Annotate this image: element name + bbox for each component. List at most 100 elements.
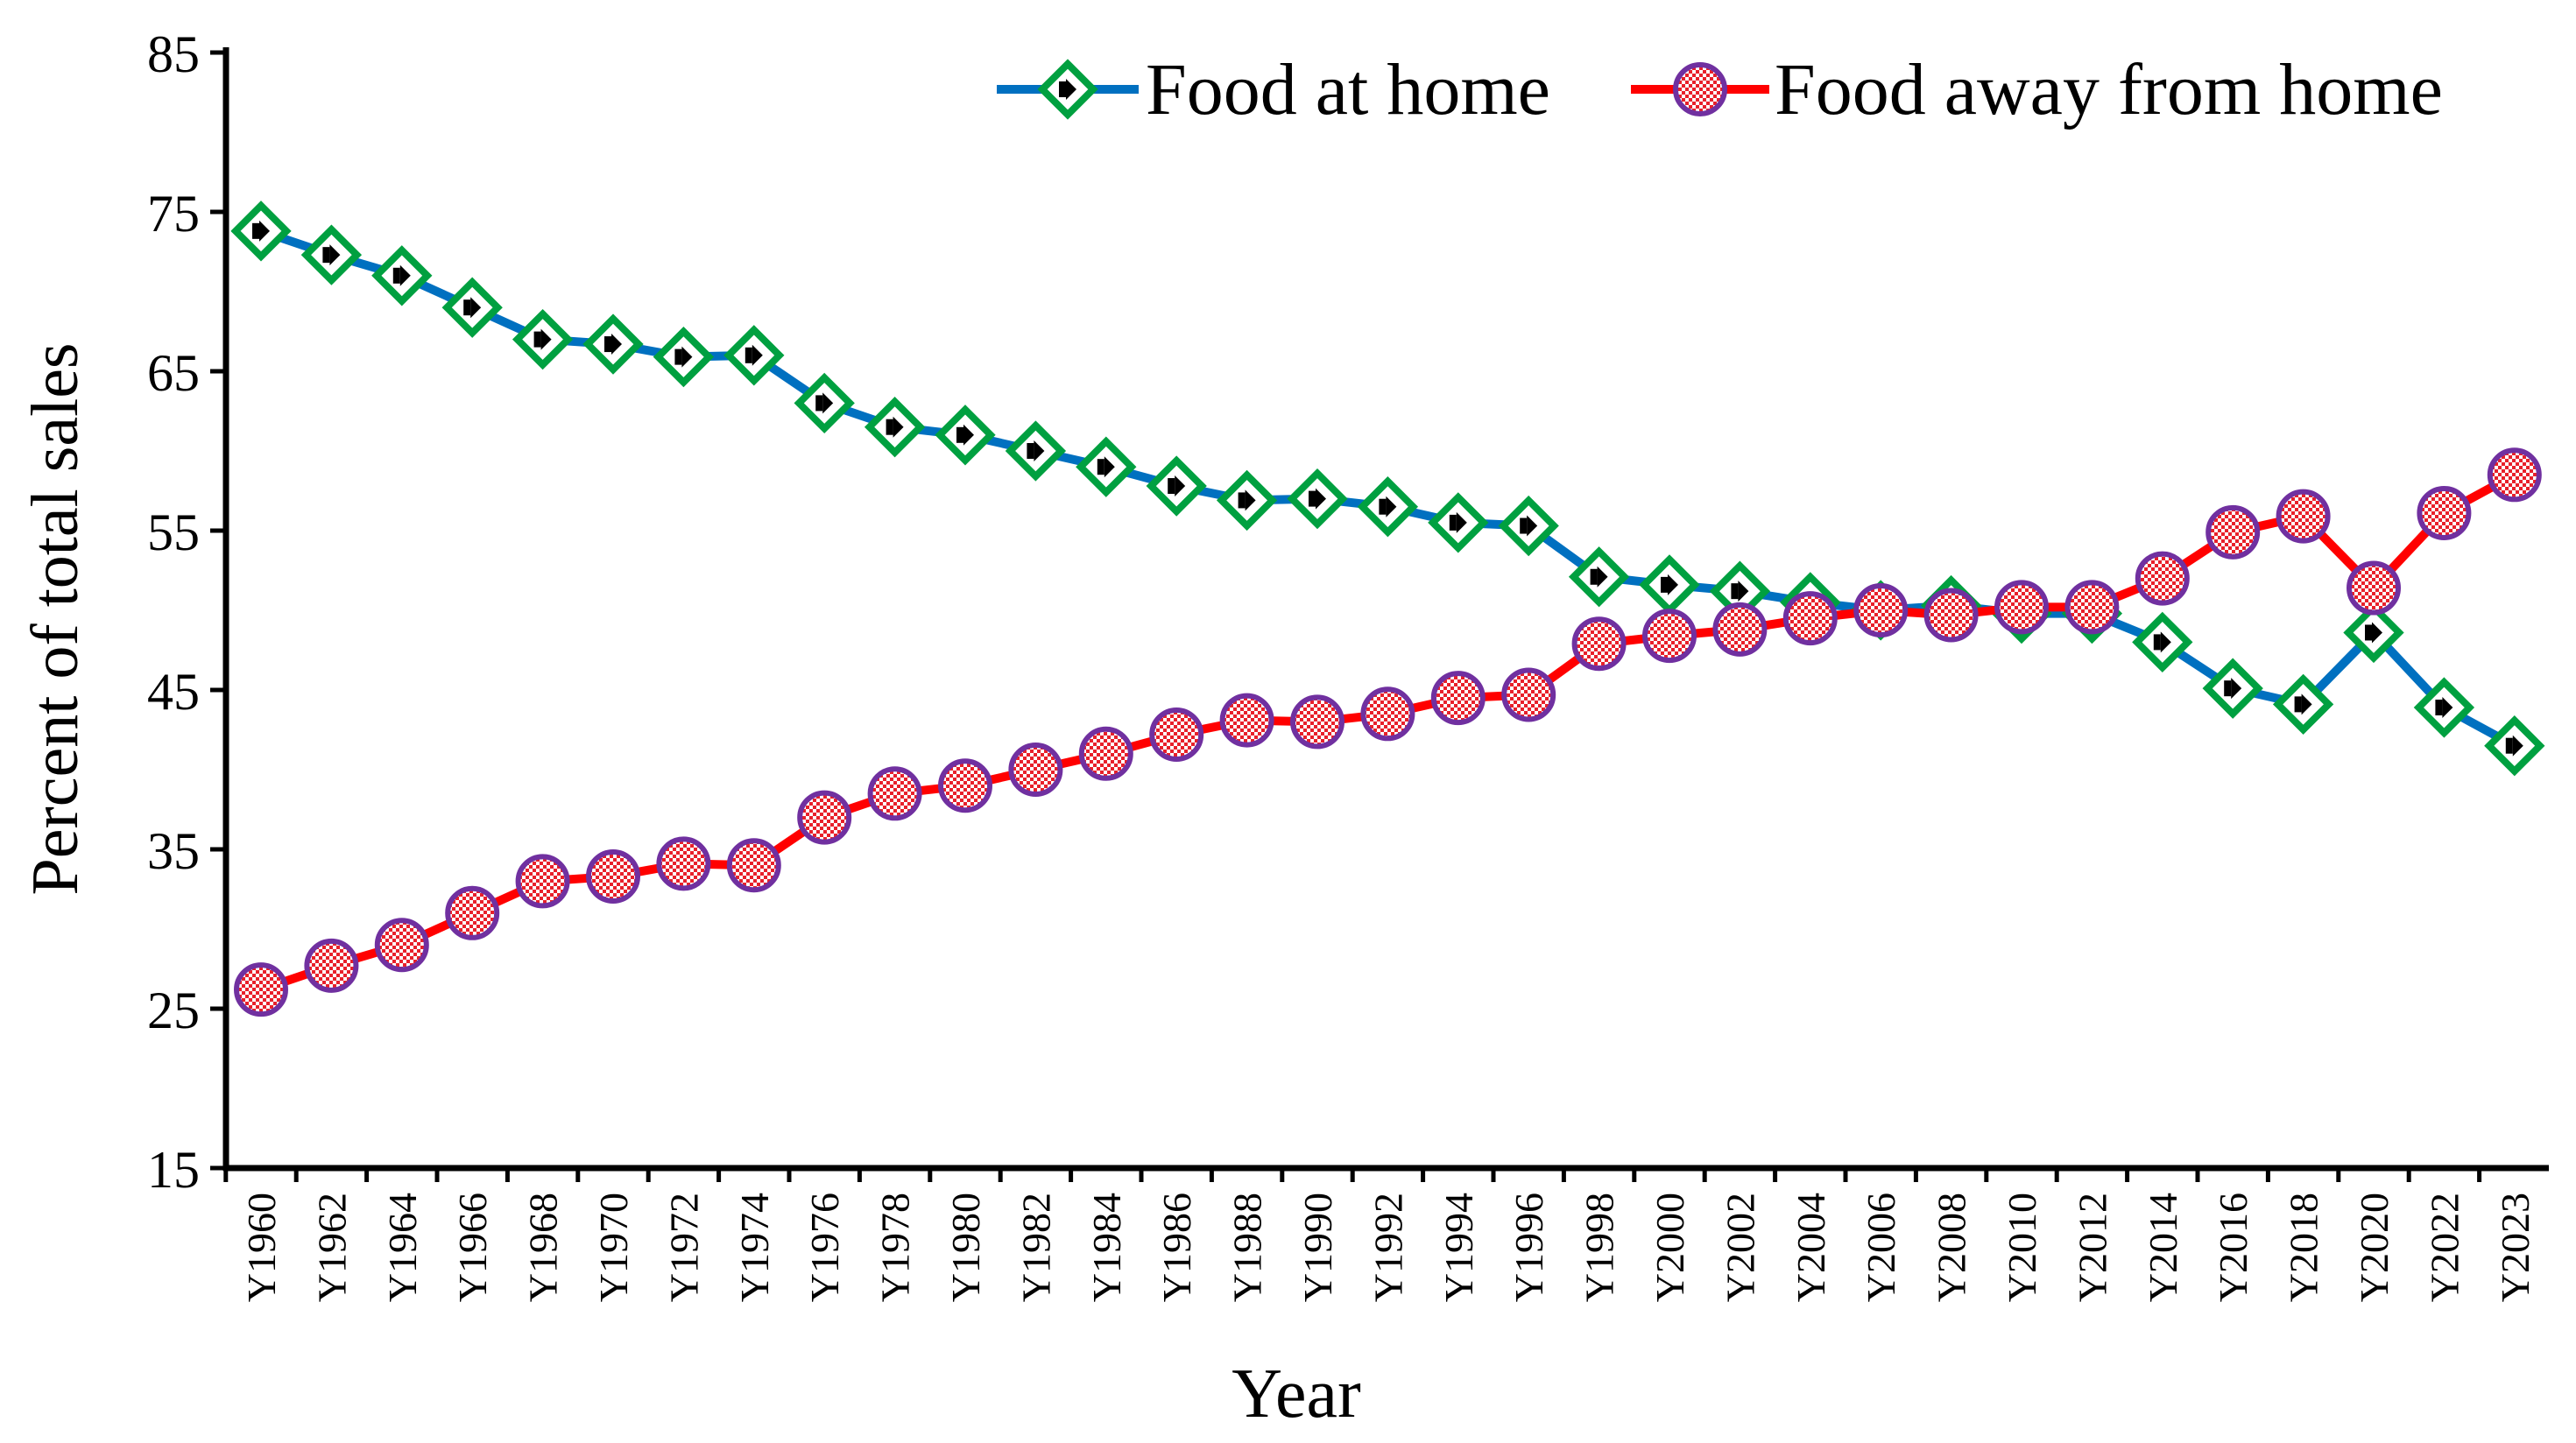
data-point xyxy=(867,766,922,821)
x-tick-label: Y1998 xyxy=(1577,1193,1622,1302)
marker-center xyxy=(681,346,693,368)
data-point xyxy=(726,838,781,893)
marker-center xyxy=(1034,440,1045,461)
x-tick-label: Y2014 xyxy=(2141,1193,2185,1302)
data-point xyxy=(656,836,711,891)
y-axis-title: Percent of total sales xyxy=(18,342,92,895)
x-tick-label: Y1982 xyxy=(1013,1193,1058,1302)
marker-center xyxy=(329,244,341,266)
data-point xyxy=(1994,580,2049,635)
axes: 15 25 35 45 55 65 75 85 Y1960 Y1962 Y1964 Y1966 Y196… xyxy=(147,25,2549,1302)
series-layer xyxy=(230,201,2545,1017)
marker-center xyxy=(2435,700,2443,716)
marker-center xyxy=(1449,514,1457,531)
marker-center xyxy=(2224,680,2232,697)
marker-center xyxy=(822,392,834,414)
series-food-away-from-home xyxy=(234,447,2542,1017)
marker-center xyxy=(2231,678,2242,700)
y-tick-label: 45 xyxy=(147,663,200,721)
marker-center xyxy=(752,344,763,366)
x-tick-label: Y1966 xyxy=(450,1193,495,1302)
marker-center xyxy=(674,348,682,365)
marker-center xyxy=(322,247,330,264)
marker-center xyxy=(2294,696,2302,713)
marker-center xyxy=(1104,456,1115,478)
x-tick-label: Y2008 xyxy=(1930,1193,1974,1302)
marker-center xyxy=(463,299,471,316)
data-point xyxy=(1923,588,1979,643)
data-point xyxy=(2276,489,2331,544)
legend-label: Food at home xyxy=(1146,49,1550,130)
marker-center xyxy=(470,297,482,319)
data-point xyxy=(938,758,992,813)
data-point xyxy=(1149,707,1204,762)
x-tick-label: Y2022 xyxy=(2422,1193,2467,1302)
data-point xyxy=(586,848,640,904)
marker-center xyxy=(2153,634,2161,651)
x-tick-label: Y2016 xyxy=(2211,1193,2255,1302)
data-point xyxy=(1853,583,1909,637)
marker-center xyxy=(1168,478,1175,495)
x-tick-label: Y2004 xyxy=(1789,1193,1833,1302)
y-tick-label: 85 xyxy=(147,25,200,83)
data-point xyxy=(515,854,570,909)
marker-center xyxy=(259,220,270,242)
marker-center xyxy=(611,334,622,355)
marker-center xyxy=(1379,498,1387,515)
marker-center xyxy=(1175,475,1186,497)
marker-center xyxy=(2442,697,2453,719)
x-tick-label: Y1996 xyxy=(1507,1193,1551,1302)
data-point xyxy=(2205,504,2261,560)
marker-center xyxy=(1097,459,1105,475)
data-point xyxy=(1430,671,1486,726)
marker-center xyxy=(963,424,974,446)
data-point xyxy=(1290,694,1344,750)
data-point xyxy=(1501,667,1556,722)
data-point xyxy=(1008,743,1063,797)
y-tick-label: 65 xyxy=(147,344,200,402)
marker-center xyxy=(1238,492,1246,509)
data-point xyxy=(2064,580,2120,635)
data-point xyxy=(797,790,852,845)
data-point xyxy=(1712,602,1768,657)
data-point xyxy=(304,938,359,993)
legend: Food at home Food away from home xyxy=(997,49,2443,130)
x-tick-label: Y2012 xyxy=(2070,1193,2114,1302)
x-tick-label: Y2010 xyxy=(2000,1193,2044,1302)
marker-center xyxy=(392,267,400,284)
marker-center xyxy=(2512,735,2523,757)
data-point xyxy=(2135,551,2190,606)
marker-center xyxy=(2372,622,2382,644)
marker-center xyxy=(1661,576,1668,593)
x-tick-label: Y1990 xyxy=(1295,1193,1340,1302)
data-point xyxy=(2487,447,2542,503)
x-tick-label: Y1960 xyxy=(239,1193,284,1302)
marker-center xyxy=(399,264,411,286)
data-point xyxy=(1642,609,1697,664)
x-tick-label: Y1986 xyxy=(1154,1193,1199,1302)
marker-center xyxy=(1597,566,1608,588)
x-tick-label: Y2023 xyxy=(2493,1193,2537,1302)
marker-center xyxy=(886,419,893,435)
x-axis-title: Year xyxy=(1232,1355,1360,1432)
marker-center xyxy=(540,328,552,350)
marker-center xyxy=(252,222,259,239)
series-food-at-home xyxy=(230,201,2545,777)
x-tick-label: Y2000 xyxy=(1648,1193,1692,1302)
data-point xyxy=(1078,726,1133,781)
data-point xyxy=(1360,686,1415,742)
marker-center xyxy=(956,426,963,443)
marker-center xyxy=(1590,568,1598,585)
data-point xyxy=(1219,693,1274,748)
data-point xyxy=(374,918,429,973)
marker-center xyxy=(1027,443,1034,459)
legend-item-food-away-from-home: Food away from home xyxy=(1631,49,2443,130)
x-tick-label: Y2020 xyxy=(2352,1193,2396,1302)
marker-center xyxy=(533,331,541,348)
legend-label: Food away from home xyxy=(1775,49,2443,130)
x-tick-label: Y2002 xyxy=(1718,1193,1762,1302)
marker-center xyxy=(2505,737,2513,754)
data-point xyxy=(1782,591,1838,646)
marker-center xyxy=(1309,490,1316,507)
